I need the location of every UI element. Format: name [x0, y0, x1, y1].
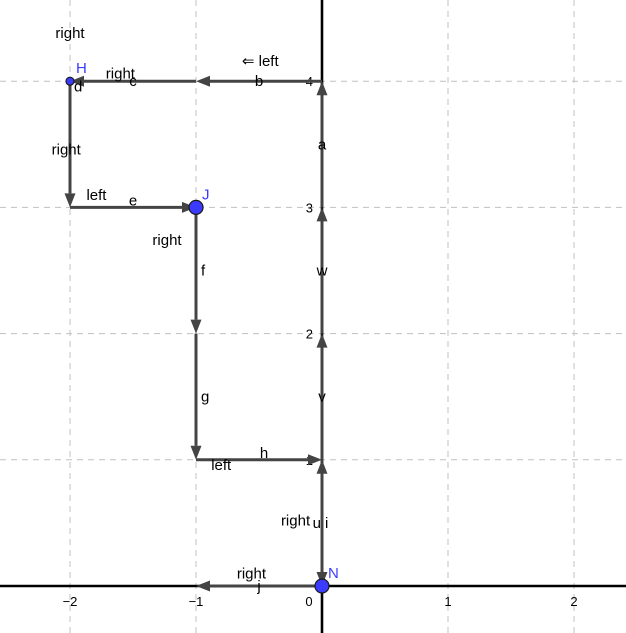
- vector-h-arrowhead: [308, 454, 322, 466]
- x-tick-label: −1: [189, 594, 204, 609]
- vector-label-j: j: [256, 578, 260, 595]
- points: H J N: [65, 60, 339, 594]
- x-tick-label: −2: [63, 594, 78, 609]
- vector-labels: j u i v w a b c d e f g h: [74, 73, 328, 595]
- point-label-H: H: [76, 60, 87, 77]
- vector-label-f: f: [201, 263, 206, 280]
- point-H[interactable]: [65, 76, 75, 86]
- vector-label-i: i: [325, 515, 328, 532]
- vector-label-g: g: [201, 389, 209, 406]
- vector-label-v: v: [318, 389, 326, 406]
- vector-label-w: w: [316, 263, 328, 280]
- x-tick-label: 2: [570, 594, 577, 609]
- y-tick-label: 3: [306, 200, 313, 215]
- vector-v-arrowhead: [316, 333, 328, 348]
- point-N[interactable]: [314, 578, 330, 594]
- direction-labels: right right ⇐ left right left right left right r…: [52, 25, 311, 582]
- vector-label-u: u: [313, 515, 321, 532]
- point-label-J: J: [202, 186, 210, 203]
- point-J[interactable]: [188, 199, 204, 215]
- direction-label: ⇐ left: [242, 53, 280, 70]
- vector-label-h: h: [260, 445, 268, 462]
- x-tick-label: 0: [305, 594, 312, 609]
- direction-label: right: [55, 25, 85, 42]
- vector-label-c: c: [129, 73, 137, 90]
- vector-w-arrowhead: [316, 207, 328, 222]
- vector-label-d: d: [74, 78, 82, 95]
- vector-d-arrowhead: [64, 193, 76, 208]
- direction-label: right: [52, 141, 82, 158]
- vector-label-a: a: [318, 136, 327, 153]
- y-tick-label: 2: [306, 327, 313, 342]
- vectors: [64, 75, 328, 592]
- direction-label: right: [152, 232, 182, 249]
- direction-label: right: [281, 512, 311, 529]
- direction-label: right: [106, 66, 136, 83]
- x-tick-label: 1: [444, 594, 451, 609]
- vector-g-arrowhead: [190, 445, 202, 460]
- direction-label: right: [237, 565, 267, 582]
- vector-label-e: e: [129, 192, 137, 209]
- direction-label: left: [86, 187, 107, 204]
- point-label-N: N: [328, 565, 339, 582]
- vector-c-arrowhead: [70, 75, 84, 87]
- vector-j-arrowhead: [196, 580, 210, 592]
- vector-a-arrowhead: [316, 81, 328, 96]
- vector-f-arrowhead: [190, 319, 202, 334]
- vector-b-arrowhead: [196, 75, 210, 87]
- direction-label: left: [211, 457, 232, 474]
- vector-label-b: b: [255, 73, 263, 90]
- vector-i-arrowhead: [316, 459, 328, 474]
